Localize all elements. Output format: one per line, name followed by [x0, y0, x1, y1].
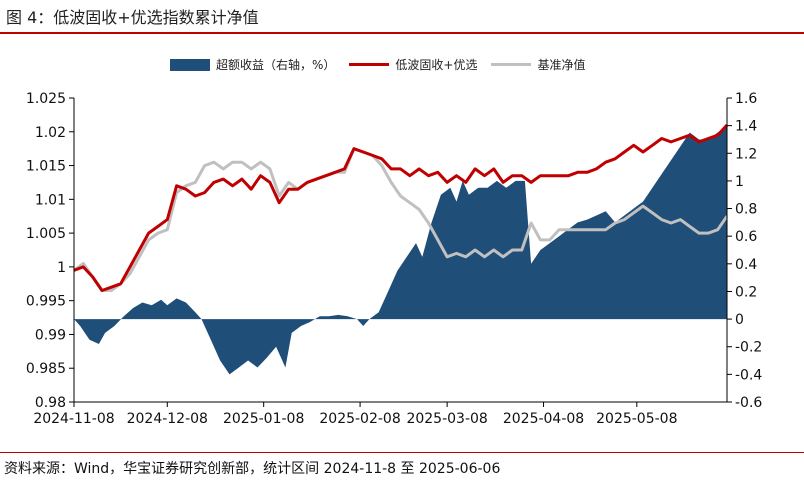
series-excess-return-area [74, 125, 727, 375]
left-tick-label: 0.985 [26, 361, 66, 377]
legend-item-benchmark: 基准净值 [491, 56, 585, 73]
x-tick-label: 2025-04-08 [503, 411, 584, 427]
right-tick-label: 1.4 [735, 119, 757, 135]
chart-legend: 超额收益（右轴，%） 低波固收+优选 基准净值 [170, 56, 599, 73]
right-tick-label: 1.2 [735, 146, 757, 162]
left-tick-label: 0.98 [35, 395, 66, 411]
x-tick-label: 2025-02-08 [319, 411, 400, 427]
x-tick-label: 2024-11-08 [33, 411, 114, 427]
left-tick-label: 0.99 [35, 327, 66, 343]
right-tick-label: -0.2 [735, 340, 762, 356]
x-tick-label: 2025-03-08 [406, 411, 487, 427]
legend-label-excess: 超额收益（右轴，%） [216, 58, 336, 72]
left-tick-label: 0.995 [26, 294, 66, 310]
x-tick-label: 2024-12-08 [127, 411, 208, 427]
x-tick-label: 2025-01-08 [223, 411, 304, 427]
series-index-line [73, 123, 729, 292]
source-note: 资料来源：Wind，华宝证券研究创新部，统计区间 2024-11-8 至 202… [4, 461, 501, 477]
right-tick-label: -0.4 [735, 367, 762, 383]
right-tick-label: 0.4 [735, 257, 757, 273]
left-tick-label: 1.005 [26, 226, 66, 242]
x-tick-label: 2025-05-08 [596, 411, 677, 427]
legend-swatch-area [170, 58, 210, 71]
left-tick-label: 1.02 [35, 125, 66, 141]
legend-label-index: 低波固收+优选 [395, 58, 478, 72]
right-tick-label: 1.6 [735, 91, 757, 107]
legend-item-excess: 超额收益（右轴，%） [170, 56, 335, 73]
left-tick-label: 1.025 [26, 91, 66, 107]
right-tick-label: 0.2 [735, 284, 757, 300]
footer-divider [0, 452, 804, 453]
legend-swatch-grey-line [491, 63, 532, 66]
legend-item-index: 低波固收+优选 [349, 56, 477, 73]
right-tick-label: -0.6 [735, 395, 762, 411]
legend-label-benchmark: 基准净值 [537, 58, 586, 72]
left-tick-label: 1.015 [26, 159, 66, 175]
legend-swatch-red-line [349, 63, 390, 66]
title-divider [0, 32, 804, 34]
right-tick-label: 1 [735, 174, 744, 190]
nav-chart: 0.98 0.985 0.99 0.995 1 1.005 1.01 1.015 1.02 1.0… [26, 91, 763, 427]
right-tick-label: 0.6 [735, 229, 757, 245]
left-tick-label: 1 [57, 260, 66, 276]
left-tick-label: 1.01 [35, 192, 66, 208]
figure-title: 图 4：低波固收+优选指数累计净值 [6, 8, 259, 27]
right-tick-label: 0 [735, 312, 744, 328]
right-tick-label: 0.8 [735, 202, 757, 218]
